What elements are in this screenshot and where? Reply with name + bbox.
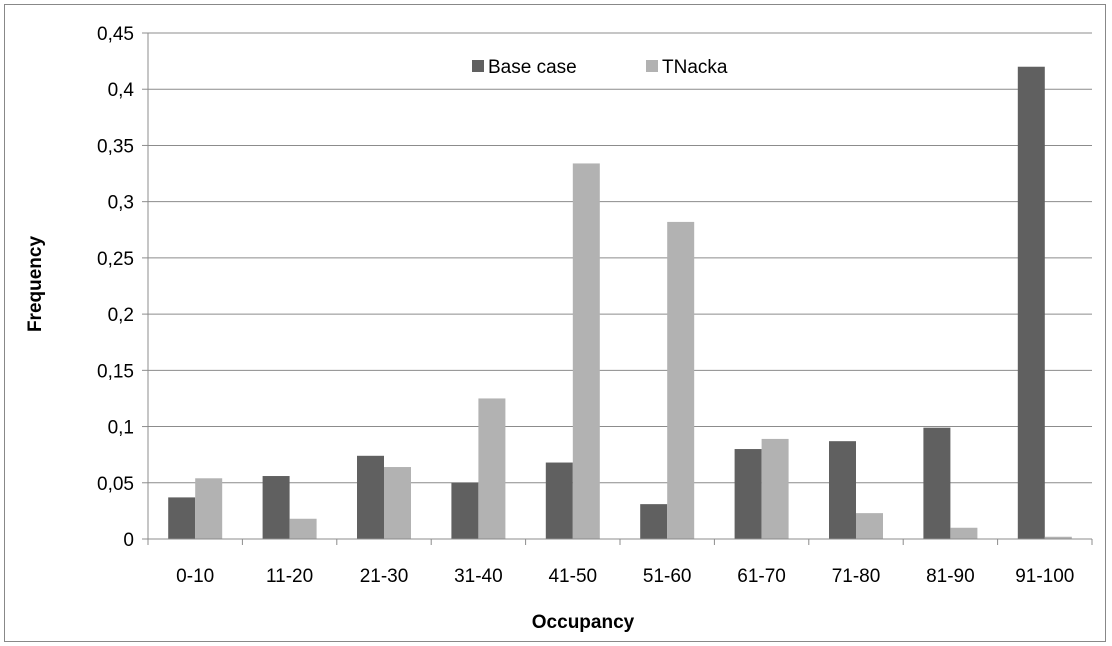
legend-swatch-tnacka (646, 60, 658, 72)
y-tick-label: 0,4 (108, 80, 135, 101)
y-tick-label: 0,35 (97, 136, 134, 157)
bars (168, 66, 1072, 540)
axes: 0 0,05 0,1 0,15 0,2 0,25 0,3 0,35 0,4 0,45 0-10 11-… (97, 24, 1093, 587)
bar-base-case-71-80 (829, 441, 856, 539)
bar-tnacka-71-80 (856, 513, 883, 539)
x-tick-label: 81-90 (926, 566, 975, 587)
bar-base-case-41-50 (545, 462, 573, 539)
legend-label-tnacka: TNacka (662, 57, 728, 78)
x-tick-label: 11-20 (266, 566, 313, 587)
bar-base-case-81-90 (923, 427, 951, 539)
gridlines (148, 32, 1092, 484)
y-axis-title: Frequency (25, 236, 46, 333)
y-tick-label: 0,45 (97, 24, 134, 45)
y-tick-label: 0,25 (97, 249, 134, 270)
bar-tnacka-41-50 (572, 163, 600, 540)
x-tick-label: 41-50 (548, 566, 597, 587)
bar-base-case-31-40 (451, 482, 479, 539)
bar-base-case-91-100 (1017, 66, 1045, 539)
bar-tnacka-0-10 (195, 478, 223, 539)
bar-tnacka-61-70 (761, 438, 789, 539)
bar-tnacka-11-20 (289, 518, 317, 539)
x-tick-label: 31-40 (454, 566, 503, 587)
bar-base-case-61-70 (734, 449, 762, 539)
x-tick-label: 91-100 (1015, 566, 1074, 587)
bar-tnacka-81-90 (950, 527, 978, 539)
chart-frame (4, 4, 1106, 642)
y-tick-label: 0,1 (108, 418, 134, 439)
x-axis-title: Occupancy (532, 612, 635, 633)
y-tick-label: 0,2 (108, 305, 134, 326)
bar-base-case-21-30 (357, 455, 384, 539)
legend-label-base-case: Base case (488, 57, 577, 78)
x-tick-label: 51-60 (643, 566, 692, 587)
bar-tnacka-51-60 (667, 221, 695, 539)
y-tick-label: 0,05 (97, 474, 134, 495)
bar-tnacka-31-40 (478, 398, 506, 539)
y-tick-label: 0 (123, 530, 134, 551)
x-tick-label: 0-10 (176, 566, 214, 587)
legend: Base case TNacka (472, 57, 728, 78)
bar-tnacka-91-100 (1044, 536, 1072, 539)
y-tick-label: 0,15 (97, 361, 134, 382)
bar-base-case-0-10 (168, 497, 196, 539)
x-tick-label: 71-80 (832, 566, 881, 587)
bar-base-case-11-20 (262, 476, 290, 539)
bar-base-case-51-60 (640, 504, 668, 539)
x-tick-label: 61-70 (737, 566, 786, 587)
x-tick-label: 21-30 (360, 566, 409, 587)
bar-tnacka-21-30 (384, 467, 411, 539)
y-tick-label: 0,3 (108, 193, 134, 214)
legend-swatch-base-case (472, 60, 484, 72)
